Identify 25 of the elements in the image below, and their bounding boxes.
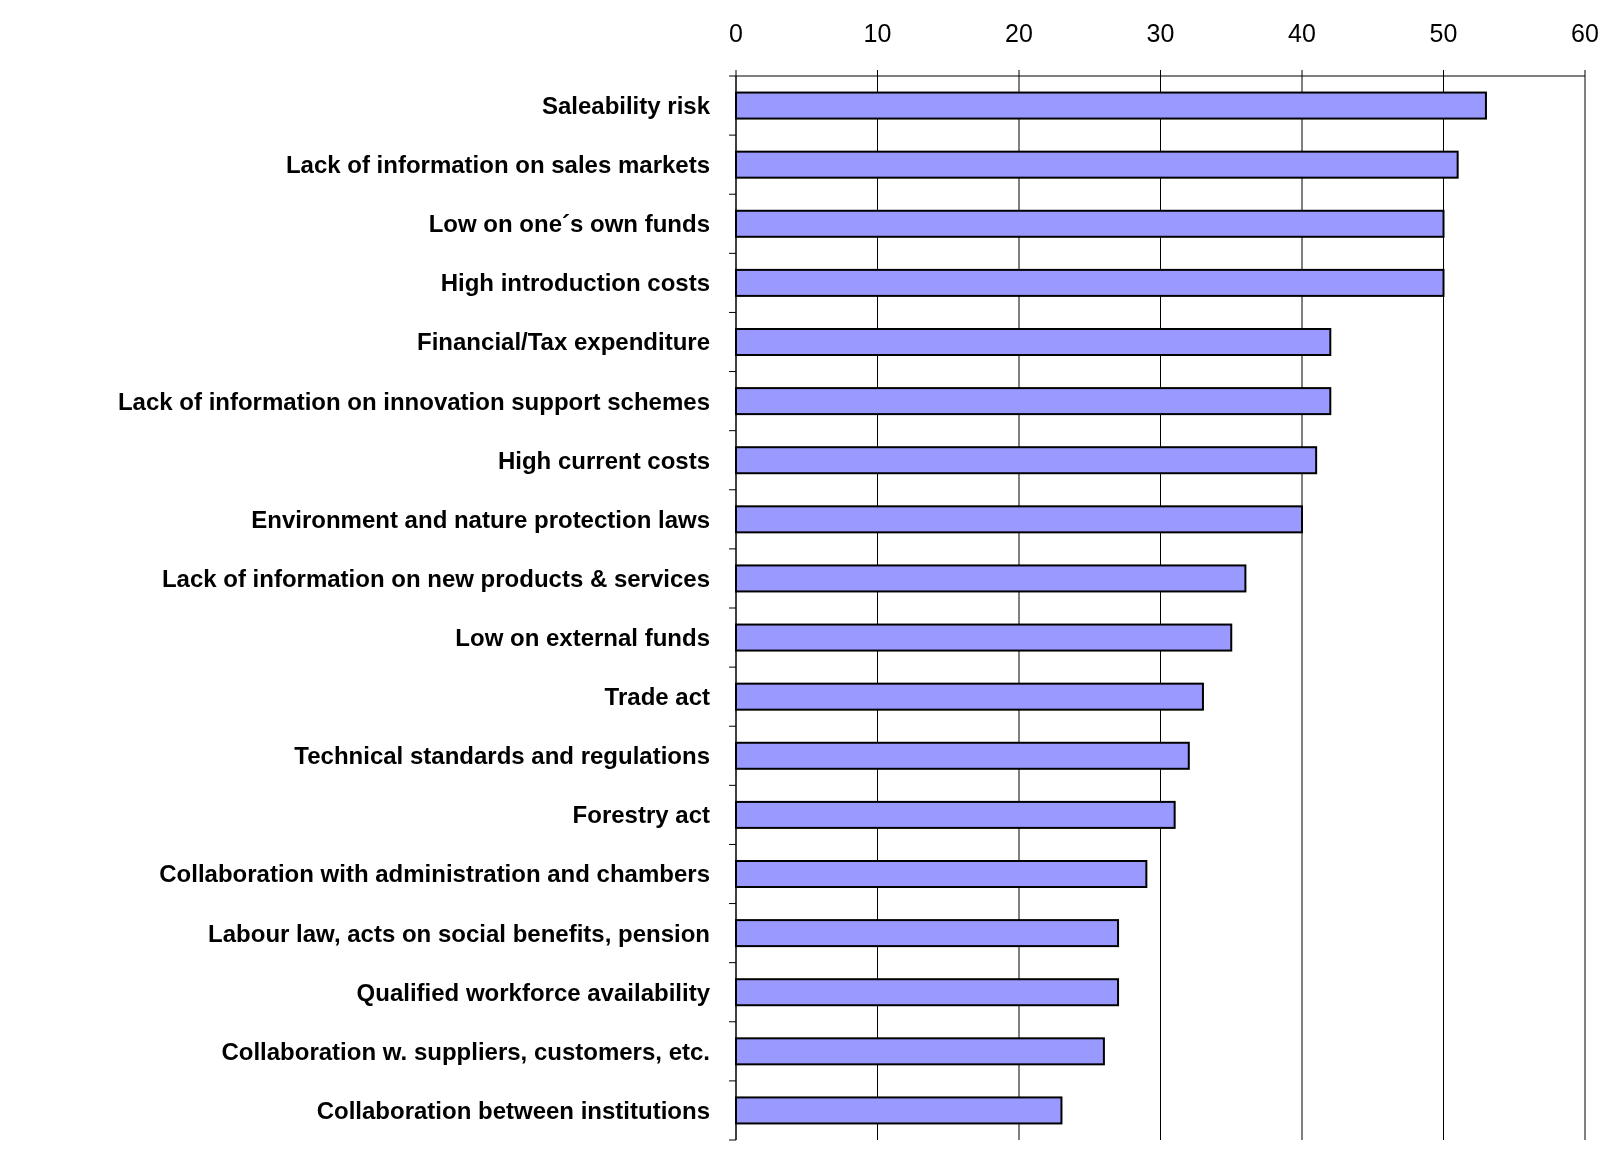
y-tick-label: Lack of information on sales markets bbox=[285, 151, 710, 179]
y-tick-label: Collaboration w. suppliers, customers, etc. bbox=[221, 1037, 710, 1065]
y-tick-label: Saleability risk bbox=[541, 91, 711, 119]
y-tick-label: Financial/Tax expenditure bbox=[417, 328, 710, 356]
y-tick-label: High introduction costs bbox=[440, 269, 710, 297]
y-tick-label: Technical standards and regulations bbox=[294, 742, 710, 770]
x-tick-label: 50 bbox=[1429, 19, 1458, 47]
y-tick-label: Collaboration with administration and chambers bbox=[159, 860, 710, 888]
x-tick-label: 40 bbox=[1288, 19, 1316, 47]
y-tick-label: Lack of information on new products & services bbox=[161, 564, 710, 592]
y-tick-label: Labour law, acts on social benefits, pension bbox=[208, 919, 710, 947]
y-tick-label: Trade act bbox=[604, 683, 710, 711]
y-tick-label: High current costs bbox=[497, 446, 710, 474]
y-tick-label: Collaboration between institutions bbox=[316, 1096, 710, 1124]
x-tick-label: 60 bbox=[1571, 19, 1599, 47]
y-tick-label: Low on one´s own funds bbox=[428, 210, 710, 238]
y-tick-label: Low on external funds bbox=[455, 623, 710, 651]
x-tick-label: 0 bbox=[729, 19, 743, 47]
x-tick-label: 20 bbox=[1005, 19, 1033, 47]
y-tick-label: Lack of information on innovation support schemes bbox=[117, 387, 710, 415]
y-tick-label: Qualified workforce availability bbox=[356, 978, 711, 1006]
x-tick-label: 10 bbox=[863, 19, 892, 47]
x-tick-label: 30 bbox=[1146, 19, 1175, 47]
y-tick-label: Forestry act bbox=[572, 801, 711, 829]
y-tick-label: Environment and nature protection laws bbox=[251, 505, 710, 533]
